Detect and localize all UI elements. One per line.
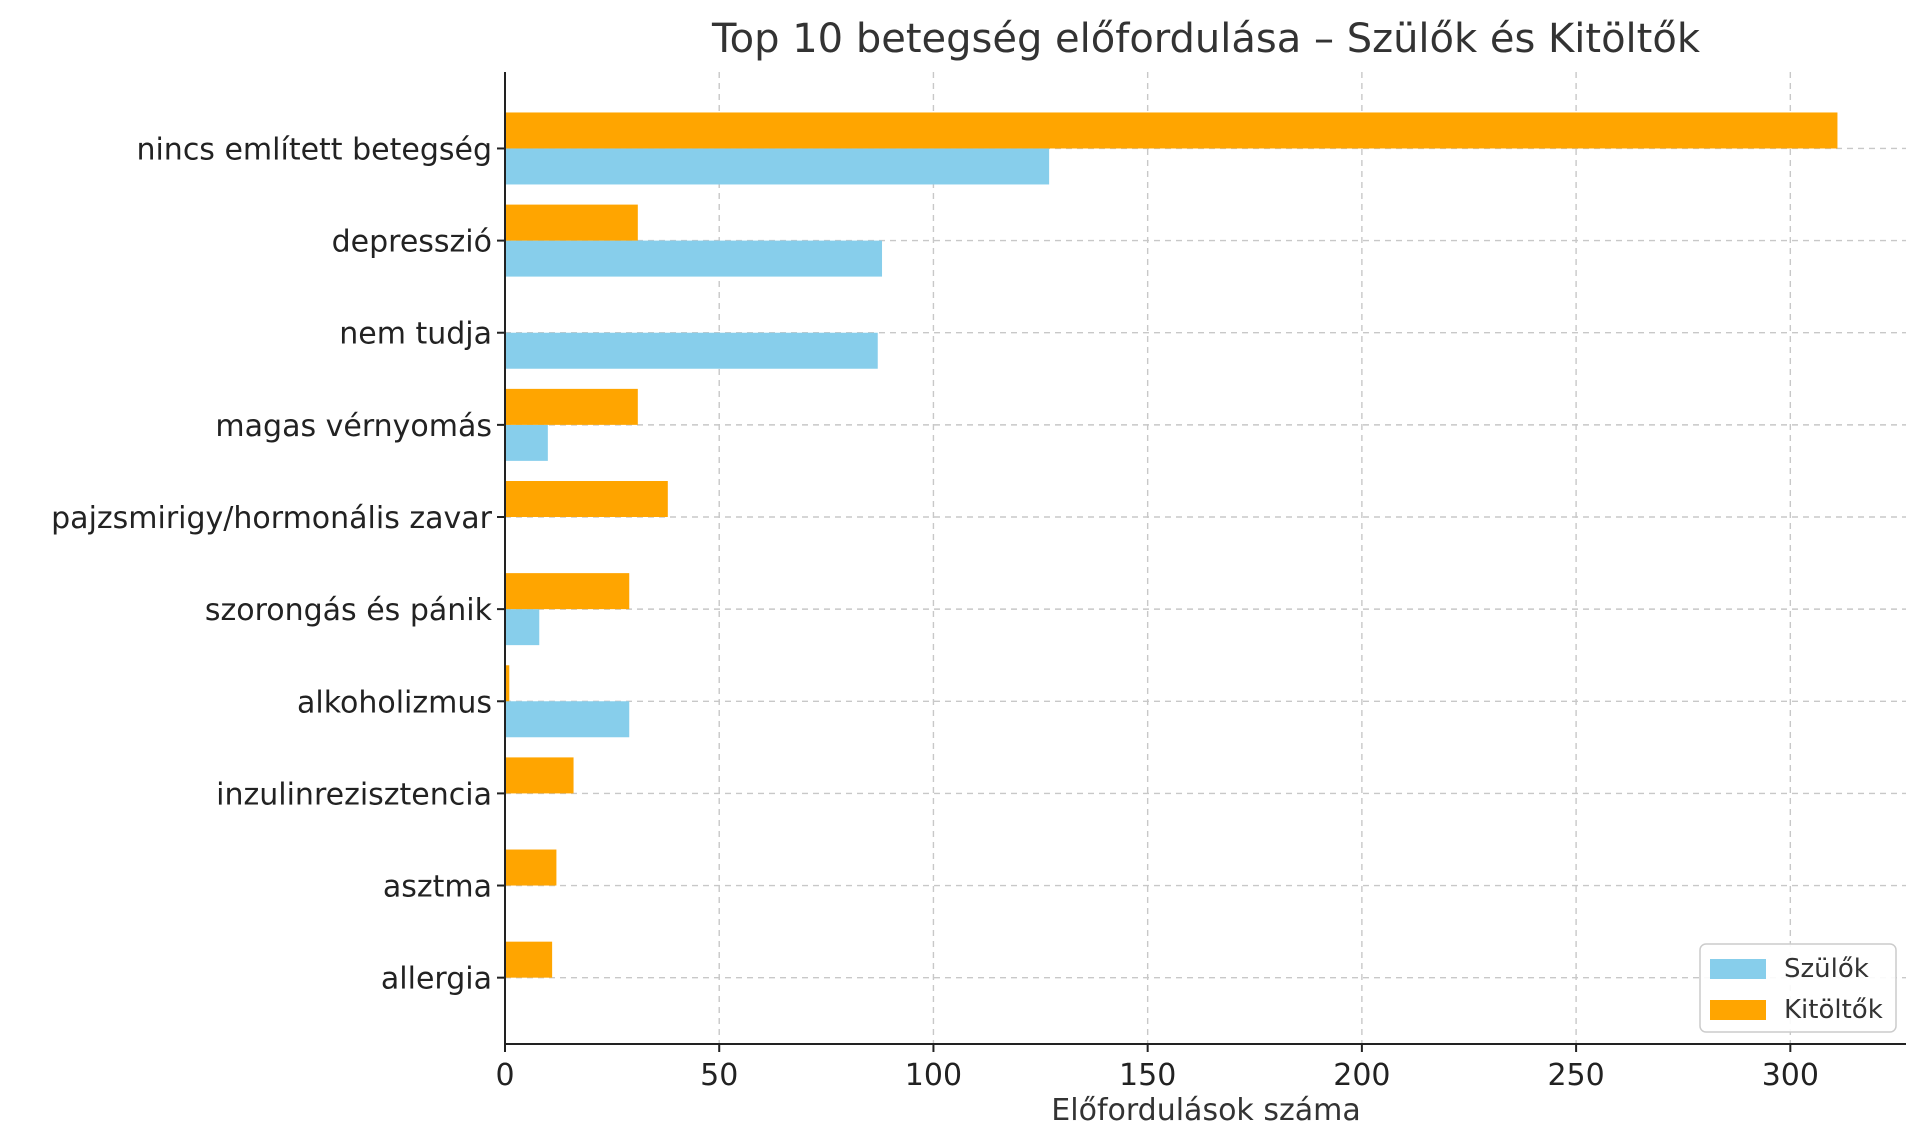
bar-szulok	[505, 240, 883, 277]
x-tick-label: 0	[495, 1058, 514, 1093]
x-tick-label: 300	[1762, 1058, 1819, 1093]
legend-label: Szülők	[1784, 954, 1869, 984]
y-tick-label: alkoholizmus	[297, 685, 492, 720]
y-tick-label: pajzsmirigy/hormonális zavar	[51, 501, 493, 536]
x-tick-label: 200	[1333, 1058, 1390, 1093]
bar-szulok	[505, 701, 630, 738]
bar-szulok	[505, 424, 548, 461]
y-tick-label: nincs említett betegség	[136, 132, 492, 167]
bar-kitoltok	[505, 757, 574, 794]
y-tick-label: depresszió	[332, 225, 492, 260]
tick-labels: 0 50 100 150 200 250 300 nincs említett betegsé…	[51, 132, 1819, 1093]
legend-label: Kitöltők	[1784, 995, 1883, 1025]
x-tick-label: 100	[905, 1058, 962, 1093]
bar-kitoltok	[505, 112, 1838, 149]
bar-kitoltok	[505, 204, 638, 241]
legend-swatch	[1710, 1000, 1766, 1020]
x-tick-label: 150	[1119, 1058, 1176, 1093]
y-tick-label: asztma	[383, 870, 492, 905]
bar-kitoltok	[505, 941, 553, 978]
bar-kitoltok	[505, 573, 630, 610]
bar-kitoltok	[505, 665, 510, 702]
grid-lines	[504, 72, 1906, 1044]
bar-kitoltok	[505, 849, 557, 886]
bar-kitoltok	[505, 388, 638, 425]
bars	[505, 112, 1838, 978]
bar-szulok	[505, 609, 540, 646]
y-tick-label: allergia	[381, 962, 492, 997]
x-tick-label: 250	[1547, 1058, 1604, 1093]
chart-title: Top 10 betegség előfordulása – Szülők és…	[711, 16, 1701, 62]
x-axis-label: Előfordulások száma	[1051, 1093, 1360, 1128]
y-tick-label: nem tudja	[339, 317, 492, 352]
axes	[497, 72, 1906, 1052]
y-tick-label: magas vérnyomás	[215, 409, 492, 444]
x-tick-label: 50	[700, 1058, 738, 1093]
bar-kitoltok	[505, 481, 668, 518]
y-tick-label: szorongás és pánik	[205, 593, 493, 628]
legend: Szülők Kitöltők	[1699, 943, 1897, 1033]
legend-swatch	[1710, 959, 1766, 979]
bar-szulok	[505, 332, 878, 369]
bar-szulok	[505, 148, 1050, 185]
y-tick-label: inzulinrezisztencia	[216, 777, 492, 812]
